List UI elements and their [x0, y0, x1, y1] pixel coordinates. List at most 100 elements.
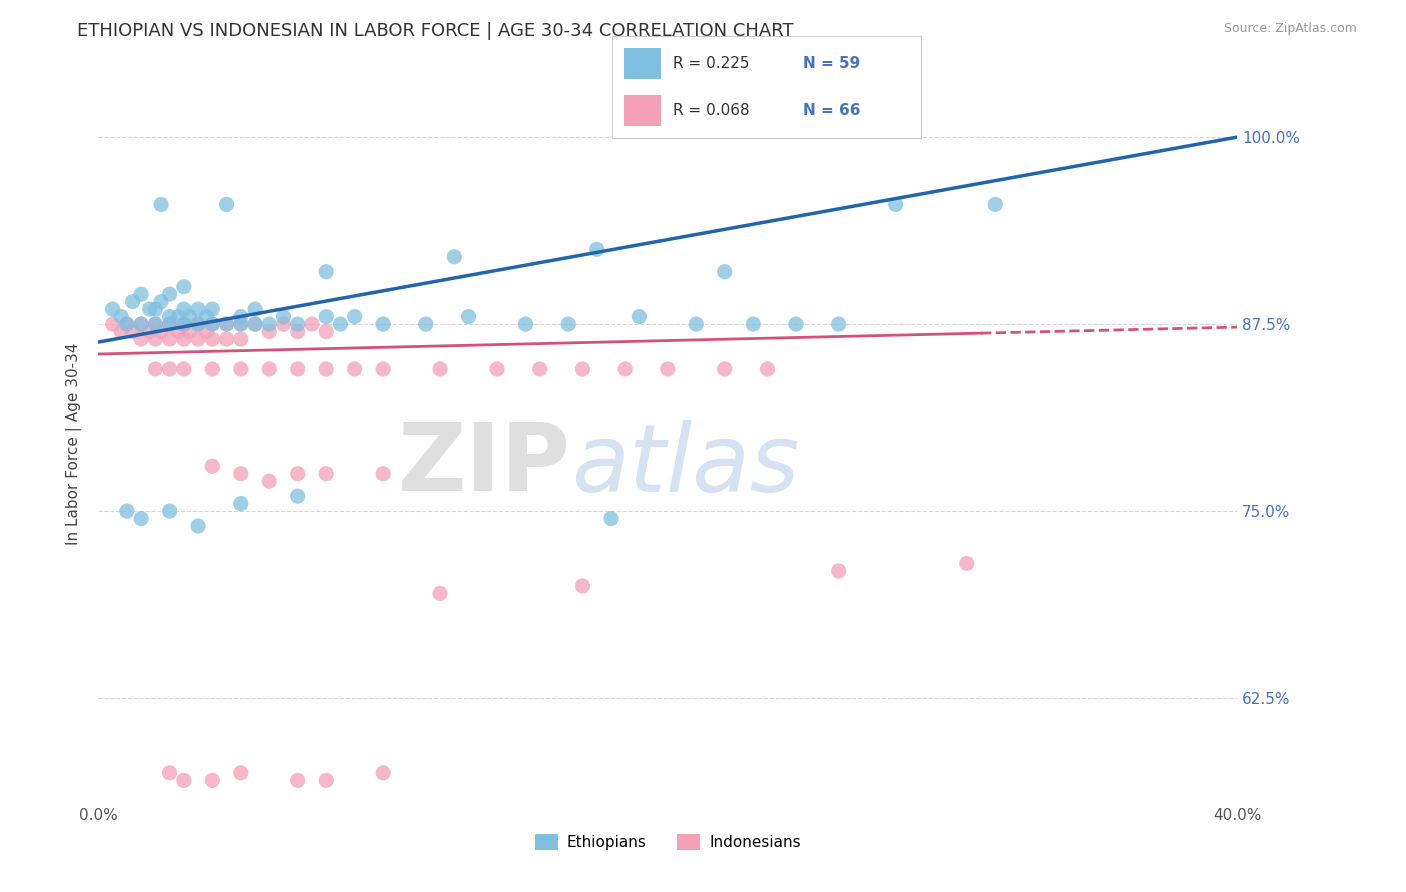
Point: [150, 197, 173, 211]
Point: [187, 519, 209, 533]
Y-axis label: In Labor Force | Age 30-34: In Labor Force | Age 30-34: [66, 343, 83, 545]
Point: [785, 317, 807, 331]
Point: [159, 765, 181, 780]
Point: [173, 332, 195, 346]
Point: [173, 317, 195, 331]
Point: [101, 302, 124, 317]
Text: ETHIOPIAN VS INDONESIAN IN LABOR FORCE | AGE 30-34 CORRELATION CHART: ETHIOPIAN VS INDONESIAN IN LABOR FORCE |…: [77, 22, 794, 40]
Point: [145, 317, 167, 331]
Point: [259, 325, 281, 339]
Text: N = 66: N = 66: [803, 103, 860, 118]
Point: [167, 325, 190, 339]
Point: [215, 317, 238, 331]
Point: [287, 362, 309, 376]
Point: [685, 317, 707, 331]
Point: [187, 302, 209, 317]
Point: [150, 325, 173, 339]
Point: [315, 362, 337, 376]
Point: [187, 332, 209, 346]
Point: [329, 317, 352, 331]
Point: [173, 362, 195, 376]
Point: [243, 302, 266, 317]
Point: [373, 467, 395, 481]
Point: [315, 467, 337, 481]
Text: N = 59: N = 59: [803, 56, 860, 70]
Point: [138, 302, 160, 317]
Point: [110, 325, 132, 339]
Point: [828, 564, 851, 578]
Point: [159, 504, 181, 518]
Text: ZIP: ZIP: [398, 419, 571, 511]
Point: [159, 332, 181, 346]
Point: [215, 317, 238, 331]
Point: [201, 317, 224, 331]
Point: [145, 362, 167, 376]
Point: [129, 511, 152, 525]
Point: [229, 765, 252, 780]
Point: [121, 325, 143, 339]
Point: [150, 294, 173, 309]
Point: [167, 310, 190, 324]
Point: [195, 325, 218, 339]
Point: [229, 317, 252, 331]
Point: [201, 302, 224, 317]
Point: [315, 773, 337, 788]
Point: [984, 197, 1007, 211]
Point: [259, 362, 281, 376]
Text: R = 0.225: R = 0.225: [673, 56, 749, 70]
FancyBboxPatch shape: [624, 48, 661, 78]
Point: [101, 317, 124, 331]
Point: [129, 317, 152, 331]
Point: [173, 773, 195, 788]
Point: [201, 317, 224, 331]
Point: [515, 317, 537, 331]
Point: [956, 557, 979, 571]
Point: [201, 362, 224, 376]
Point: [138, 325, 160, 339]
Point: [179, 310, 201, 324]
Point: [714, 265, 737, 279]
Point: [301, 317, 323, 331]
Point: [229, 332, 252, 346]
Point: [287, 325, 309, 339]
Point: [259, 474, 281, 488]
Point: [287, 317, 309, 331]
Text: atlas: atlas: [571, 420, 799, 511]
Point: [201, 332, 224, 346]
Point: [115, 317, 138, 331]
Point: [159, 317, 181, 331]
Point: [201, 459, 224, 474]
Point: [529, 362, 551, 376]
Point: [129, 317, 152, 331]
Point: [129, 287, 152, 301]
Point: [159, 310, 181, 324]
Point: [273, 310, 295, 324]
Point: [179, 325, 201, 339]
Point: [145, 332, 167, 346]
Point: [443, 250, 465, 264]
Point: [229, 362, 252, 376]
Point: [415, 317, 437, 331]
Point: [145, 317, 167, 331]
Point: [457, 310, 479, 324]
Point: [343, 362, 366, 376]
Point: [600, 511, 623, 525]
Point: [557, 317, 579, 331]
Point: [628, 310, 651, 324]
Point: [657, 362, 679, 376]
Point: [259, 317, 281, 331]
Point: [229, 317, 252, 331]
Point: [243, 317, 266, 331]
Point: [145, 302, 167, 317]
Point: [201, 773, 224, 788]
Point: [129, 332, 152, 346]
Point: [828, 317, 851, 331]
Point: [287, 773, 309, 788]
Point: [121, 294, 143, 309]
Point: [373, 362, 395, 376]
Point: [571, 362, 593, 376]
Point: [215, 332, 238, 346]
Point: [343, 310, 366, 324]
Point: [159, 287, 181, 301]
Point: [173, 317, 195, 331]
